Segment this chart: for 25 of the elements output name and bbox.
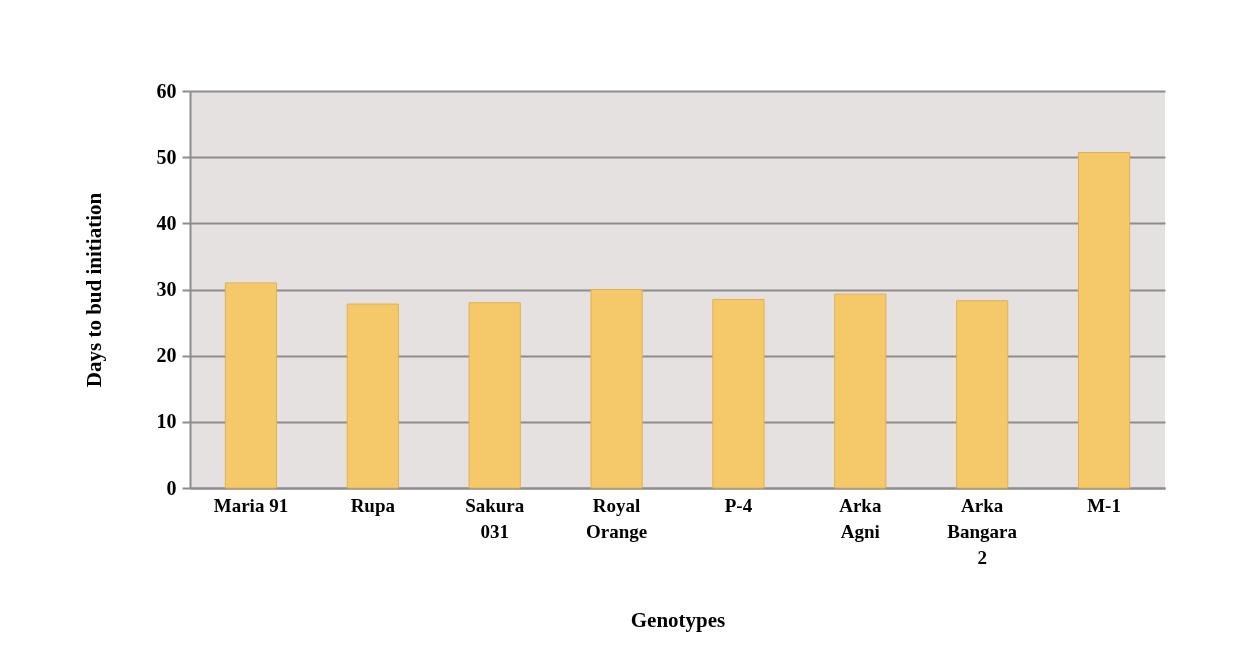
- x-tick-label: Sakura 031: [465, 494, 525, 542]
- bar: [468, 302, 521, 489]
- bar: [956, 300, 1009, 489]
- bar: [1077, 152, 1131, 489]
- x-tick-label: M-1: [1087, 494, 1121, 516]
- bar: [224, 282, 278, 489]
- x-tick-label: Arka Bangara 2: [947, 494, 1018, 568]
- x-tick-label: Arka Agni: [839, 494, 882, 542]
- y-tick-label: 50: [156, 145, 177, 168]
- x-axis-title: Genotypes: [630, 607, 726, 632]
- x-tick-label: Royal Orange: [585, 494, 648, 542]
- y-axis-title: Days to bud initiation: [81, 192, 106, 388]
- y-tick-label: 60: [156, 79, 177, 102]
- bar: [712, 298, 765, 489]
- y-tick-label: 0: [166, 476, 177, 499]
- bar: [834, 293, 887, 489]
- x-tick-label: Maria 91: [213, 494, 289, 516]
- bar: [590, 289, 643, 489]
- x-tick-label: Rupa: [350, 494, 396, 516]
- y-tick-label: 20: [156, 344, 177, 367]
- y-tick-label: 30: [156, 278, 177, 300]
- x-tick-label: P-4: [724, 494, 753, 516]
- y-tick-label: 40: [156, 211, 177, 234]
- y-tick-label: 10: [156, 410, 177, 433]
- bar: [346, 303, 399, 489]
